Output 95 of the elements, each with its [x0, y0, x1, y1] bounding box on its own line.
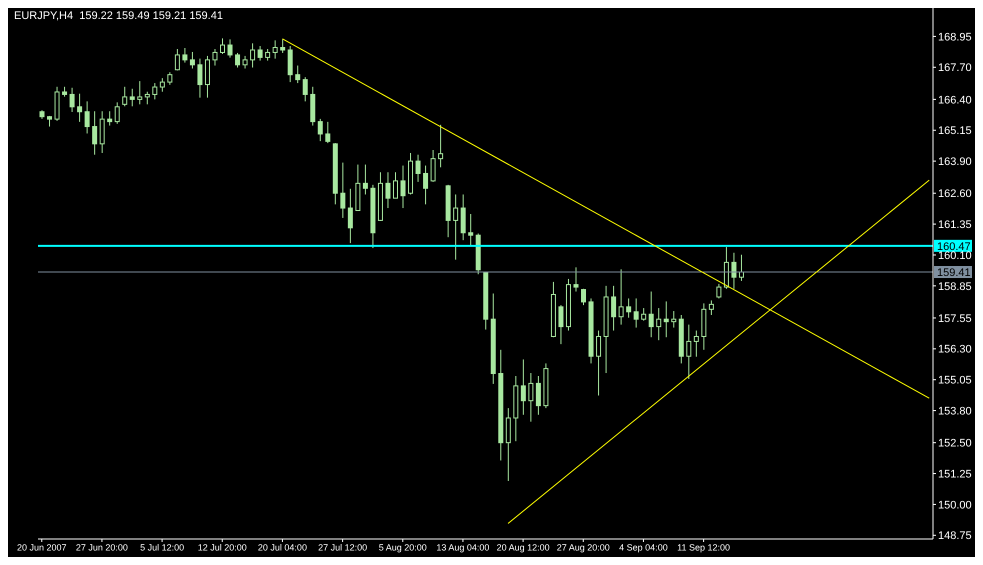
- candlestick: [392, 172, 398, 199]
- candlestick: [656, 308, 662, 341]
- candlestick: [62, 86, 68, 98]
- candlestick: [611, 285, 616, 332]
- x-tick-label: 20 Jul 04:00: [258, 542, 307, 552]
- candlestick: [536, 375, 541, 416]
- x-tick-label: 12 Jul 20:00: [198, 542, 247, 552]
- candlestick: [114, 102, 120, 124]
- candlestick: [634, 298, 639, 328]
- candlestick: [167, 72, 172, 86]
- candlestick: [265, 48, 270, 62]
- candlestick: [520, 358, 526, 416]
- candlestick: [362, 164, 368, 195]
- candlestick: [573, 266, 578, 292]
- y-tick-label: 156.30: [938, 344, 972, 356]
- candlestick: [626, 298, 632, 318]
- candlestick: [340, 162, 346, 218]
- x-tick-label: 27 Jun 20:00: [76, 542, 128, 552]
- candlestick: [671, 310, 676, 328]
- candlestick: [144, 91, 150, 105]
- y-tick-label: 155.05: [938, 374, 972, 387]
- candlestick: [438, 124, 444, 168]
- x-tick-label: 20 Jun 2007: [16, 542, 67, 552]
- candlestick: [731, 252, 736, 290]
- candlestick: [152, 82, 158, 100]
- candlestick: [84, 100, 90, 134]
- candlestick: [596, 330, 602, 396]
- candlestick: [295, 65, 300, 84]
- candlestick: [70, 87, 75, 112]
- y-tick-label: 153.80: [938, 405, 972, 418]
- y-tick-label: 165.15: [938, 125, 972, 138]
- candlestick: [122, 86, 128, 107]
- x-tick-label: 11 Sep 12:00: [677, 542, 730, 552]
- y-tick-label: 157.55: [938, 312, 972, 325]
- candlestick: [212, 48, 218, 66]
- candlestick: [558, 304, 564, 345]
- candlestick: [453, 194, 458, 260]
- candlestick: [348, 188, 353, 244]
- x-tick-label: 27 Aug 20:00: [556, 542, 610, 552]
- candlestick: [174, 48, 180, 71]
- candlestick: [107, 110, 112, 126]
- x-tick-label: 4 Sep 04:00: [619, 542, 668, 552]
- y-tick-label: 161.35: [938, 219, 972, 232]
- candlestick: [190, 51, 195, 70]
- candlestick: [423, 165, 428, 205]
- candlestick: [137, 80, 142, 105]
- x-tick-label: 27 Jul 12:00: [318, 542, 368, 552]
- candlestick: [302, 76, 308, 102]
- candlestick: [325, 121, 330, 144]
- candlestick: [686, 324, 692, 380]
- candlestick: [416, 154, 421, 182]
- candlestick: [708, 300, 714, 316]
- candlestick: [258, 46, 263, 62]
- y-tick-label: 166.40: [938, 94, 972, 106]
- y-tick-label: 162.60: [938, 188, 972, 200]
- chart-title: EURJPY,H4 159.22 159.49 159.21 159.41: [14, 10, 223, 22]
- candlestick: [242, 55, 248, 70]
- y-tick-label: 152.50: [938, 438, 972, 450]
- y-tick-label: 168.95: [938, 31, 972, 44]
- candlestick: [77, 93, 82, 122]
- candlestick: [648, 291, 654, 338]
- candlestick: [641, 308, 646, 322]
- candlestick: [182, 48, 188, 64]
- candlestick: [618, 268, 624, 326]
- candlestick: [581, 288, 586, 306]
- candlestick: [664, 300, 669, 338]
- candlestick: [318, 118, 323, 142]
- candlestick: [228, 38, 233, 58]
- candlestick: [528, 372, 534, 422]
- candlestick: [430, 150, 436, 182]
- candlestick: [250, 42, 256, 68]
- candlestick: [272, 40, 278, 60]
- candlestick: [130, 88, 135, 107]
- ref-line-label: 159.41: [937, 267, 971, 280]
- y-tick-label: 150.00: [938, 499, 972, 512]
- candlestick: [92, 110, 98, 156]
- candlestick: [160, 78, 165, 92]
- x-tick-label: 5 Aug 20:00: [378, 542, 427, 552]
- x-tick-label: 5 Jul 12:00: [140, 542, 184, 552]
- y-tick-label: 158.85: [938, 280, 972, 293]
- candlestick: [716, 283, 722, 299]
- y-tick-label: 163.90: [938, 156, 972, 168]
- candlestick: [197, 58, 202, 98]
- candlestick: [400, 165, 406, 209]
- x-tick-label: 13 Aug 04:00: [436, 542, 490, 552]
- candlestick: [220, 38, 226, 54]
- x-tick-label: 20 Aug 12:00: [496, 542, 550, 552]
- y-tick-label: 148.75: [938, 530, 972, 542]
- candlestick: [694, 330, 699, 358]
- candlestick: [235, 52, 240, 68]
- y-tick-label: 151.25: [938, 468, 972, 480]
- y-tick-label: 167.70: [938, 62, 972, 74]
- candlestick: [468, 213, 474, 246]
- candlestick: [385, 172, 390, 209]
- candlestick: [280, 38, 286, 54]
